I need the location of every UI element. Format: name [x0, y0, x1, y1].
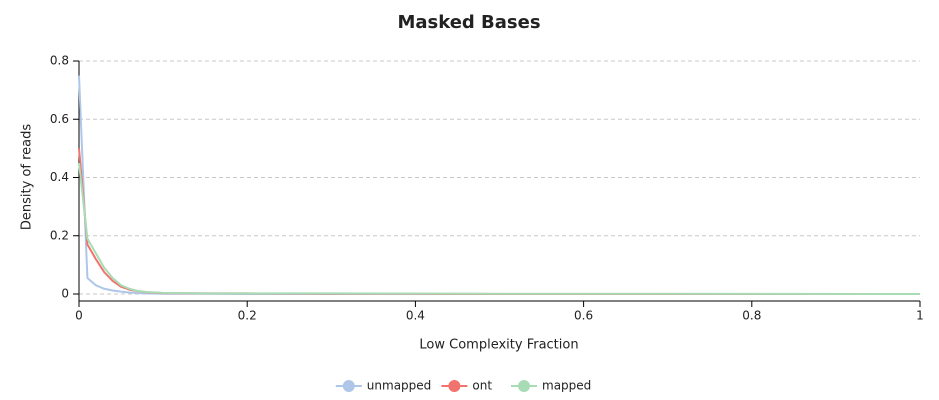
x-tick-label: 0 — [75, 309, 83, 323]
y-axis-label: Density of reads — [20, 124, 35, 230]
legend-label[interactable]: mapped — [542, 379, 591, 393]
x-tick-label: 0.2 — [238, 309, 257, 323]
legend-marker[interactable] — [448, 380, 461, 392]
legend-label[interactable]: unmapped — [367, 379, 432, 393]
chart-title: Masked Bases — [397, 12, 540, 33]
x-tick-label: 0.6 — [574, 309, 593, 323]
legend-marker[interactable] — [342, 380, 355, 392]
y-tick-label: 0.8 — [50, 54, 69, 68]
y-tick-label: 0 — [61, 287, 69, 301]
x-tick-label: 1 — [916, 309, 924, 323]
y-tick-label: 0.4 — [50, 170, 69, 184]
x-tick-label: 0.8 — [742, 309, 761, 323]
x-axis-label: Low Complexity Fraction — [419, 338, 578, 353]
series-line — [78, 162, 921, 295]
series-line — [78, 148, 920, 295]
legend-marker[interactable] — [518, 380, 530, 392]
x-tick-label: 0.4 — [406, 309, 425, 323]
series-line — [78, 75, 920, 295]
y-tick-label: 0.2 — [50, 228, 69, 242]
legend-label[interactable]: ont — [472, 379, 492, 393]
y-tick-label: 0.6 — [50, 112, 69, 126]
